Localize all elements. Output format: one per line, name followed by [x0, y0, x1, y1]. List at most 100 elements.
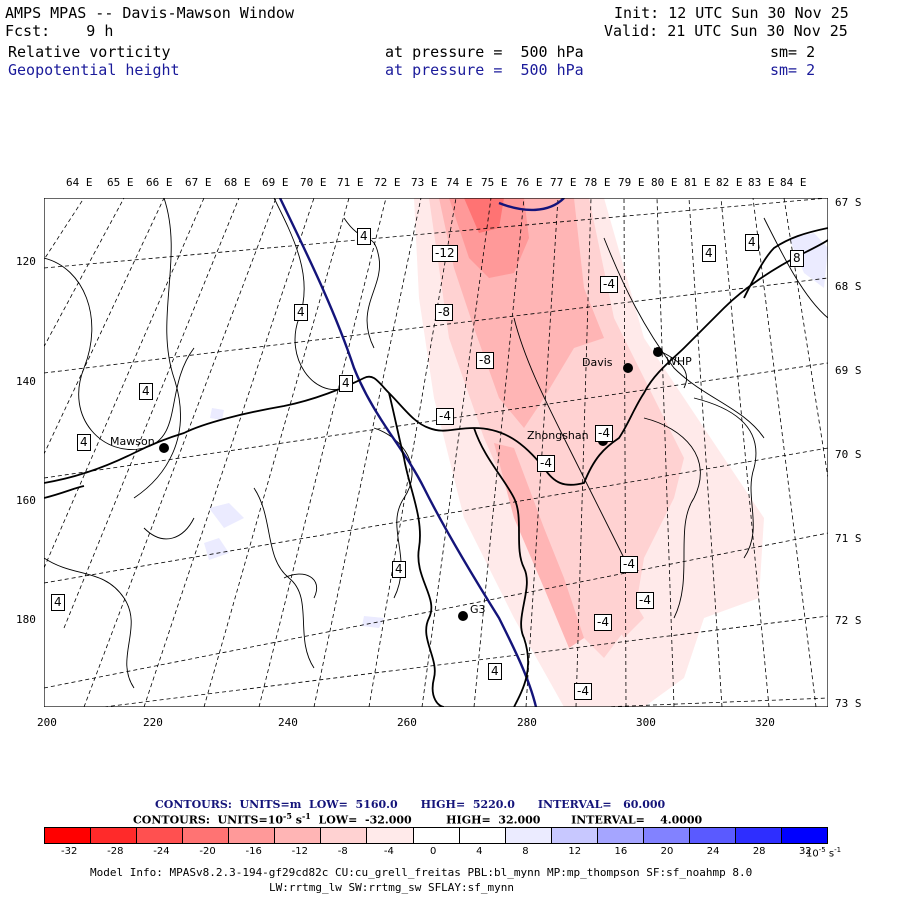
colorbar-swatch [643, 828, 690, 843]
lat-label: 67 S [835, 196, 862, 209]
x-tick-label: 200 [37, 716, 57, 729]
contour-label: 4 [745, 234, 759, 251]
lat-label: 68 S [835, 280, 862, 293]
colorbar-label: 0 [430, 846, 437, 857]
x-tick-label: 240 [278, 716, 298, 729]
lon-label: 75 E [481, 176, 508, 189]
colorbar [44, 827, 828, 844]
colorbar-swatch [413, 828, 460, 843]
lon-label: 70 E [300, 176, 327, 189]
lat-label: 73 S [835, 697, 862, 710]
lon-label: 83 E [748, 176, 775, 189]
forecast-hour: Fcst: 9 h [5, 22, 114, 40]
field2-name: Geopotential height [8, 61, 180, 79]
lon-label: 71 E [337, 176, 364, 189]
colorbar-swatch [91, 828, 138, 843]
colorbar-label: -24 [153, 846, 170, 857]
colorbar-swatch [597, 828, 644, 843]
colorbar-swatch [137, 828, 184, 843]
station-dot [653, 347, 663, 357]
colorbar-label: 16 [614, 846, 628, 857]
valid-time: Valid: 21 UTC Sun 30 Nov 25 [604, 22, 848, 40]
x-tick-label: 280 [517, 716, 537, 729]
colorbar-swatch [229, 828, 276, 843]
field1-level: at pressure = 500 hPa [385, 43, 584, 61]
lon-label: 77 E [550, 176, 577, 189]
colorbar-swatch [183, 828, 230, 843]
contour-label: 4 [392, 561, 406, 578]
contour-label: -4 [537, 455, 555, 472]
x-tick-label: 320 [755, 716, 775, 729]
y-tick-label: 120 [16, 255, 36, 268]
station-label-mawson: Mawson [110, 435, 155, 448]
contour-label: 4 [139, 383, 153, 400]
colorbar-swatch [782, 828, 828, 843]
lon-label: 68 E [224, 176, 251, 189]
station-label-zhongshan: Zhongshan [527, 429, 589, 442]
contour-label: -12 [432, 245, 458, 262]
contour-label: -4 [595, 425, 613, 442]
lon-label: 79 E [618, 176, 645, 189]
lat-label: 71 S [835, 532, 862, 545]
contour-label: 4 [77, 434, 91, 451]
contour-label: 4 [51, 594, 65, 611]
colorbar-swatch [275, 828, 322, 843]
contour-label: -8 [476, 352, 494, 369]
colorbar-label: 8 [522, 846, 529, 857]
station-label-g3: G3 [470, 603, 486, 616]
contour-label: -4 [574, 683, 592, 700]
colorbar-swatch [459, 828, 506, 843]
x-tick-label: 220 [143, 716, 163, 729]
colorbar-label: 4 [476, 846, 483, 857]
colorbar-label: 28 [752, 846, 766, 857]
contour-label: 4 [488, 663, 502, 680]
colorbar-swatch [45, 828, 92, 843]
model-info-line2: LW:rrtmg_lw SW:rrtmg_sw SFLAY:sf_mynn [269, 881, 515, 894]
init-time: Init: 12 UTC Sun 30 Nov 25 [614, 4, 849, 22]
colorbar-label: -28 [107, 846, 124, 857]
x-tick-label: 260 [397, 716, 417, 729]
colorbar-swatch [551, 828, 598, 843]
contour-label: -4 [620, 556, 638, 573]
model-info-line1: Model Info: MPASv8.2.3-194-gf29cd82c CU:… [90, 866, 753, 879]
lon-label: 66 E [146, 176, 173, 189]
contour-label: -8 [435, 304, 453, 321]
height-contours-legend: CONTOURS: UNITS=m LOW= 5160.0 HIGH= 5220… [155, 798, 666, 811]
colorbar-swatch [321, 828, 368, 843]
lon-label: 80 E [651, 176, 678, 189]
contour-label: 4 [702, 245, 716, 262]
colorbar-label: -20 [199, 846, 216, 857]
field2-smoothing: sm= 2 [770, 61, 816, 79]
lon-label: 74 E [446, 176, 473, 189]
coastline [44, 227, 828, 707]
colorbar-label: 20 [660, 846, 674, 857]
lat-label: 70 S [835, 448, 862, 461]
lon-label: 81 E [684, 176, 711, 189]
contour-label: 4 [339, 375, 353, 392]
lon-label: 73 E [411, 176, 438, 189]
station-dot [458, 611, 468, 621]
height-contours [278, 198, 565, 707]
contour-label: 4 [357, 228, 371, 245]
lon-label: 76 E [516, 176, 543, 189]
lon-label: 84 E [780, 176, 807, 189]
lon-label: 69 E [262, 176, 289, 189]
contour-label: 8 [790, 250, 804, 267]
colorbar-label: -32 [61, 846, 78, 857]
field2-level: at pressure = 500 hPa [385, 61, 584, 79]
colorbar-label: 12 [568, 846, 582, 857]
contour-label: -4 [600, 276, 618, 293]
colorbar-swatch [689, 828, 736, 843]
lon-label: 82 E [716, 176, 743, 189]
lon-label: 65 E [107, 176, 134, 189]
station-dot [159, 443, 169, 453]
colorbar-label: -4 [383, 846, 394, 857]
y-tick-label: 180 [16, 613, 36, 626]
map-plot [44, 198, 828, 707]
contour-label: -4 [594, 614, 612, 631]
vorticity-contours-legend: CONTOURS: UNITS=10-5 s-1 LOW= -32.000 HI… [133, 811, 703, 827]
colorbar-swatch [735, 828, 782, 843]
y-tick-label: 160 [16, 494, 36, 507]
colorbar-label: -8 [337, 846, 348, 857]
